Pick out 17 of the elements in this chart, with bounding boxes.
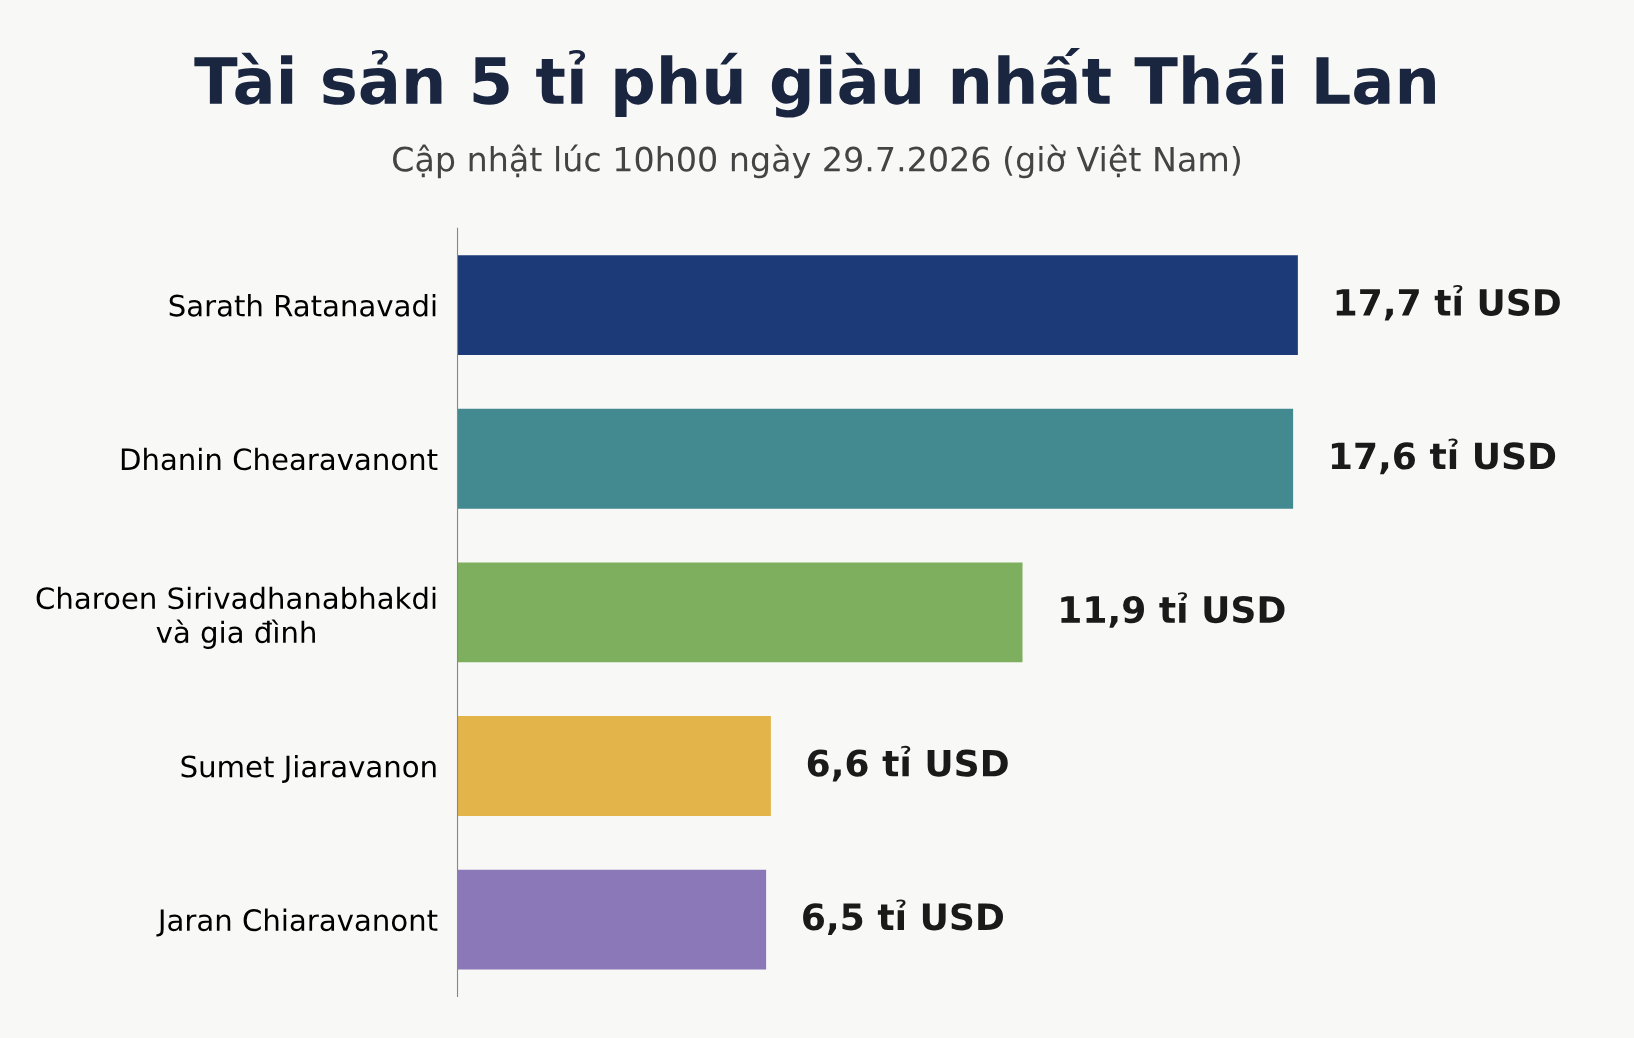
y-tick-label: Sarath Ratanavadi xyxy=(169,294,436,317)
data-label: 17,7 tỉ USD xyxy=(1336,285,1560,321)
bar xyxy=(457,869,767,970)
chart-title: Tài sản 5 tỉ phú giàu nhất Thái Lan xyxy=(194,47,1435,118)
y-tick-label: Charoen Sirivadhanabhakdi và gia đình xyxy=(36,586,436,649)
bar xyxy=(457,562,1023,663)
data-label: 6,6 tỉ USD xyxy=(807,745,1008,782)
bar xyxy=(457,255,1298,356)
bar xyxy=(457,716,771,816)
bar xyxy=(457,408,1294,509)
data-label: 17,6 tỉ USD xyxy=(1331,438,1556,475)
y-tick-label: Sumet Jiaravanon xyxy=(181,754,436,783)
data-label: 6,5 tỉ USD xyxy=(803,899,1004,936)
y-tick-label: Jaran Chiaravanont xyxy=(156,908,438,937)
data-label: 11,9 tỉ USD xyxy=(1061,592,1285,628)
chart-subtitle: Cập nhật lúc 10h00 ngày 29.7.2026 (giờ Việt Nam) xyxy=(393,144,1240,179)
y-tick-label: Dhanin Chearavanont xyxy=(121,447,438,471)
